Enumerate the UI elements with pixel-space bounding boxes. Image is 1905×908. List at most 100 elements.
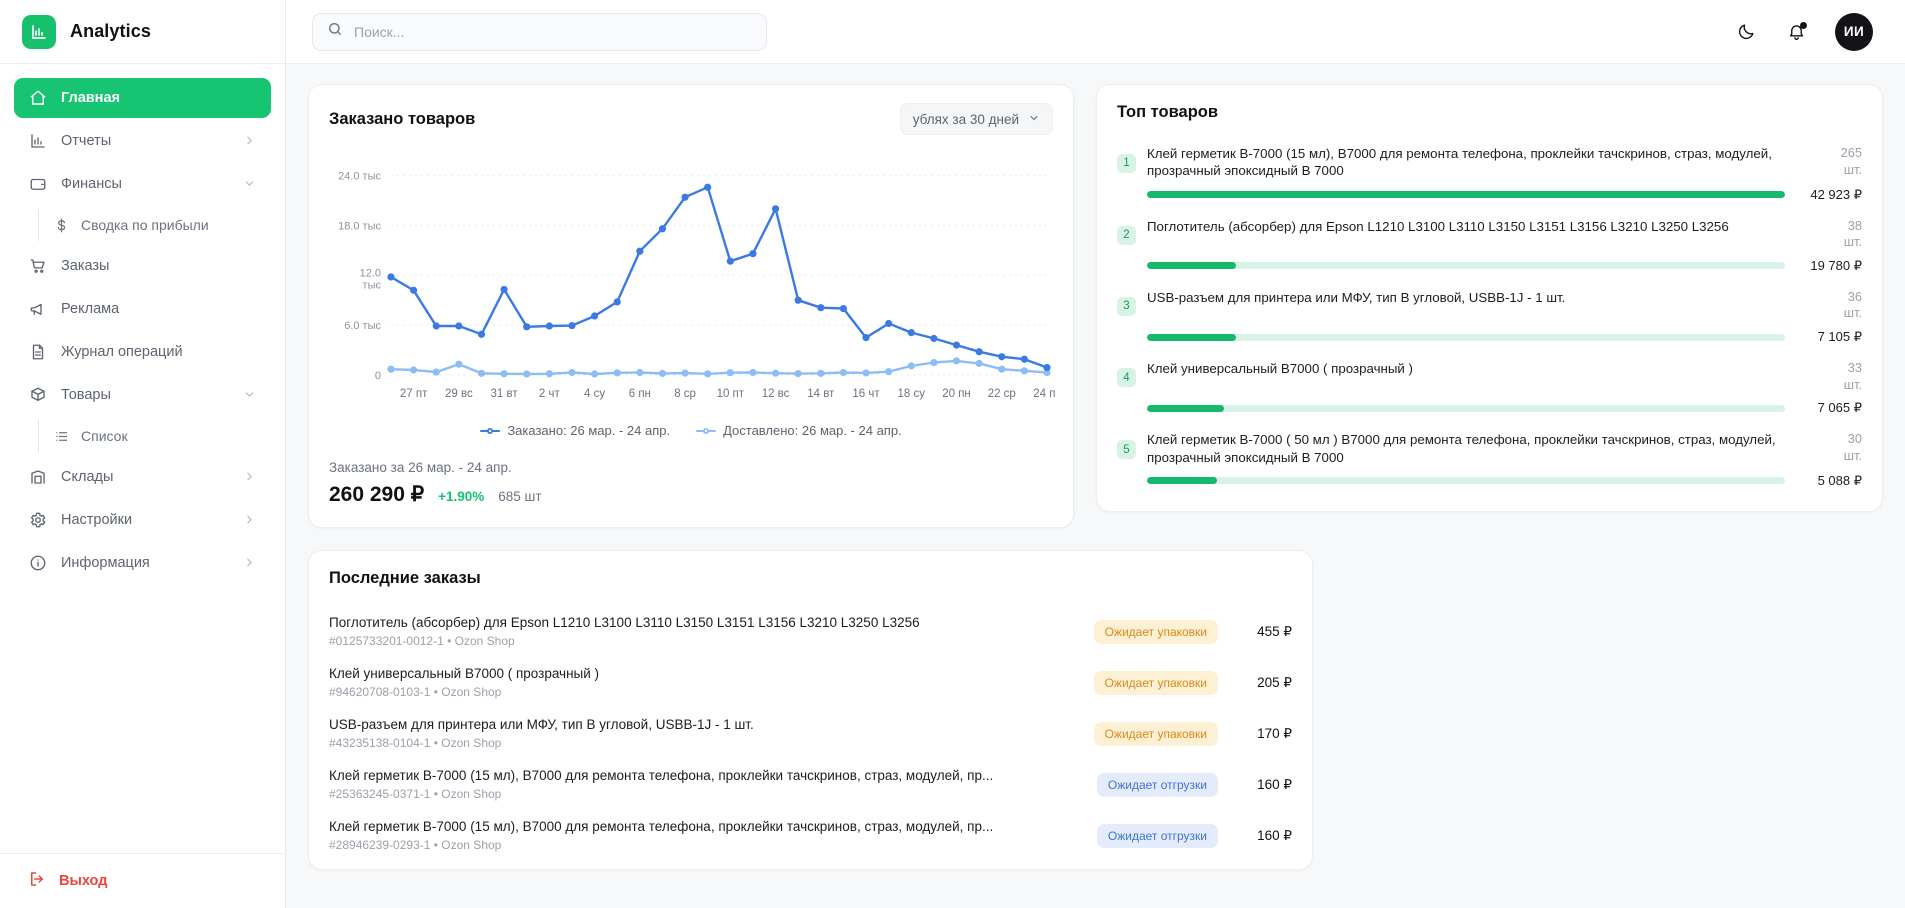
sidebar-item-ads[interactable]: Реклама (14, 289, 271, 329)
top-products-card: Топ товаров 1 Клей герметик B-7000 (15 мл… (1096, 84, 1883, 512)
sidebar-item-home[interactable]: Главная (14, 78, 271, 118)
order-meta: #25363245-0371-1 • Ozon Shop (329, 787, 502, 801)
rank-badge: 1 (1117, 153, 1136, 173)
order-row[interactable]: USB-разъем для принтера или МФУ, тип B у… (329, 708, 1292, 759)
topbar: ИИ (286, 0, 1905, 64)
top-product-row: 2 Поглотитель (абсорбер) для Epson L1210 … (1117, 218, 1862, 251)
legend-item-delivered[interactable]: Доставлено: 26 мар. - 24 апр. (696, 423, 902, 438)
sidebar-item-warehouses[interactable]: Склады (14, 457, 271, 497)
status-badge: Ожидает отгрузки (1096, 823, 1218, 848)
svg-text:20 пн: 20 пн (942, 388, 971, 400)
svg-text:12.0: 12.0 (360, 267, 381, 279)
search-box[interactable] (312, 12, 767, 51)
logout-zone: Выход (0, 853, 285, 908)
order-row[interactable]: Клей герметик B-7000 (15 мл), B7000 для … (329, 810, 1292, 861)
progress-bar (1147, 404, 1785, 412)
bar-chart-icon (22, 14, 56, 49)
sidebar-item-orders[interactable]: Заказы (14, 246, 271, 286)
progress-bar (1147, 477, 1785, 485)
summary-values: 260 290 ₽ +1.90% 685 шт (329, 482, 1053, 507)
sidebar-item-label: Информация (61, 555, 150, 571)
top-product-bar-row: 7 065 ₽ (1117, 400, 1862, 416)
gear-icon (28, 510, 48, 530)
chevron-right-icon (243, 556, 257, 570)
top-product-row: 5 Клей герметик B-7000 ( 50 мл ) B7000 дл… (1117, 431, 1862, 466)
top-product-item[interactable]: 1 Клей герметик B-7000 (15 мл), B7000 для… (1117, 138, 1862, 211)
product-name: Клей герметик B-7000 (15 мл), B7000 для … (1147, 146, 1772, 179)
topbar-actions: ИИ (1735, 12, 1879, 51)
date-range-select[interactable]: ублях за 30 дней (899, 103, 1053, 135)
order-row[interactable]: Клей герметик B-7000 (15 мл), B7000 для … (329, 759, 1292, 810)
svg-text:29 вс: 29 вс (445, 388, 473, 400)
home-icon (28, 88, 48, 108)
status-badge: Ожидает упаковки (1093, 619, 1218, 644)
sidebar-item-label: Журнал операций (61, 344, 183, 360)
moon-icon[interactable] (1735, 21, 1757, 43)
progress-bar (1147, 191, 1785, 199)
orders-chart-card: Заказано товаров ублях за 30 дней 0 6.0 т… (308, 84, 1074, 528)
top-row: Заказано товаров ублях за 30 дней 0 6.0 т… (308, 84, 1883, 528)
bell-icon[interactable] (1785, 21, 1807, 43)
status-badge: Ожидает отгрузки (1096, 772, 1218, 797)
search-input[interactable] (354, 23, 752, 40)
rank-badge: 4 (1117, 368, 1136, 388)
top-product-row: 3 USB-разъем для принтера или МФУ, тип B … (1117, 289, 1862, 322)
top-product-item[interactable]: 5 Клей герметик B-7000 ( 50 мл ) B7000 дл… (1117, 424, 1862, 497)
sidebar-item-label: Склады (61, 469, 114, 485)
sidebar-item-products[interactable]: Товары (14, 375, 271, 415)
order-price: 205 ₽ (1257, 674, 1292, 690)
bar-chart-icon (28, 131, 48, 151)
dollar-icon (53, 217, 70, 234)
avatar[interactable]: ИИ (1835, 12, 1873, 51)
sidebar-item-finance[interactable]: Финансы (14, 164, 271, 204)
status-badge: Ожидает упаковки (1093, 670, 1218, 695)
svg-text:10 пт: 10 пт (717, 388, 745, 400)
sidebar-item-operations-log[interactable]: Журнал операций (14, 332, 271, 372)
sidebar-item-label: Настройки (61, 512, 133, 528)
legend-label: Доставлено: 26 мар. - 24 апр. (723, 423, 902, 438)
order-row[interactable]: Клей универсальный B7000 ( прозрачный ) #… (329, 657, 1292, 708)
order-price: 455 ₽ (1257, 623, 1292, 639)
order-main: Поглотитель (абсорбер) для Epson L1210 L… (329, 615, 1078, 648)
rank-badge: 5 (1117, 440, 1136, 460)
svg-text:6 пн: 6 пн (629, 388, 651, 400)
product-name: USB-разъем для принтера или МФУ, тип B у… (1147, 289, 1566, 305)
svg-text:31 вт: 31 вт (491, 388, 519, 400)
order-main: Клей герметик B-7000 (15 мл), B7000 для … (329, 768, 1081, 801)
order-meta: #94620708-0103-1 • Ozon Shop (329, 685, 502, 699)
svg-text:24.0 тыс: 24.0 тыс (338, 171, 381, 183)
progress-bar (1147, 333, 1785, 341)
chevron-right-icon (243, 134, 257, 148)
top-product-item[interactable]: 4 Клей универсальный B7000 ( прозрачный )… (1117, 353, 1862, 424)
sidebar-item-settings[interactable]: Настройки (14, 500, 271, 540)
product-sum: 19 780 ₽ (1810, 257, 1862, 273)
rank-badge: 2 (1117, 225, 1136, 245)
sidebar-item-product-list[interactable]: Список (41, 418, 271, 454)
sidebar-item-reports[interactable]: Отчеты (14, 121, 271, 161)
logout-button[interactable]: Выход (28, 870, 257, 892)
top-product-item[interactable]: 2 Поглотитель (абсорбер) для Epson L1210 … (1117, 211, 1862, 282)
top-product-bar-row: 19 780 ₽ (1117, 258, 1862, 274)
order-name: Поглотитель (абсорбер) для Epson L1210 L… (329, 615, 920, 630)
order-row[interactable]: Поглотитель (абсорбер) для Epson L1210 L… (329, 606, 1292, 657)
order-meta: #43235138-0104-1 • Ozon Shop (329, 736, 502, 750)
product-name: Клей универсальный B7000 ( прозрачный ) (1147, 361, 1413, 377)
sidebar-item-label: Финансы (61, 176, 122, 192)
legend-item-ordered[interactable]: Заказано: 26 мар. - 24 апр. (480, 423, 670, 438)
svg-text:тыс: тыс (363, 279, 382, 291)
chevron-right-icon (243, 470, 257, 484)
sidebar-item-information[interactable]: Информация (14, 543, 271, 583)
svg-text:14 вт: 14 вт (807, 388, 835, 400)
product-qty: 265 шт. (1840, 145, 1862, 177)
top-product-row: 1 Клей герметик B-7000 (15 мл), B7000 для… (1117, 145, 1862, 180)
rank-badge: 3 (1117, 296, 1136, 316)
dashboard-content: Заказано товаров ублях за 30 дней 0 6.0 т… (286, 64, 1905, 908)
order-meta: #28946239-0293-1 • Ozon Shop (329, 838, 502, 852)
sidebar-item-profit-summary[interactable]: Сводка по прибыли (41, 207, 271, 243)
top-product-item[interactable]: 3 USB-разъем для принтера или МФУ, тип B … (1117, 282, 1862, 353)
box-icon (28, 385, 48, 405)
sidebar-item-label: Главная (61, 90, 120, 106)
page-title: Заказано товаров (329, 109, 476, 128)
